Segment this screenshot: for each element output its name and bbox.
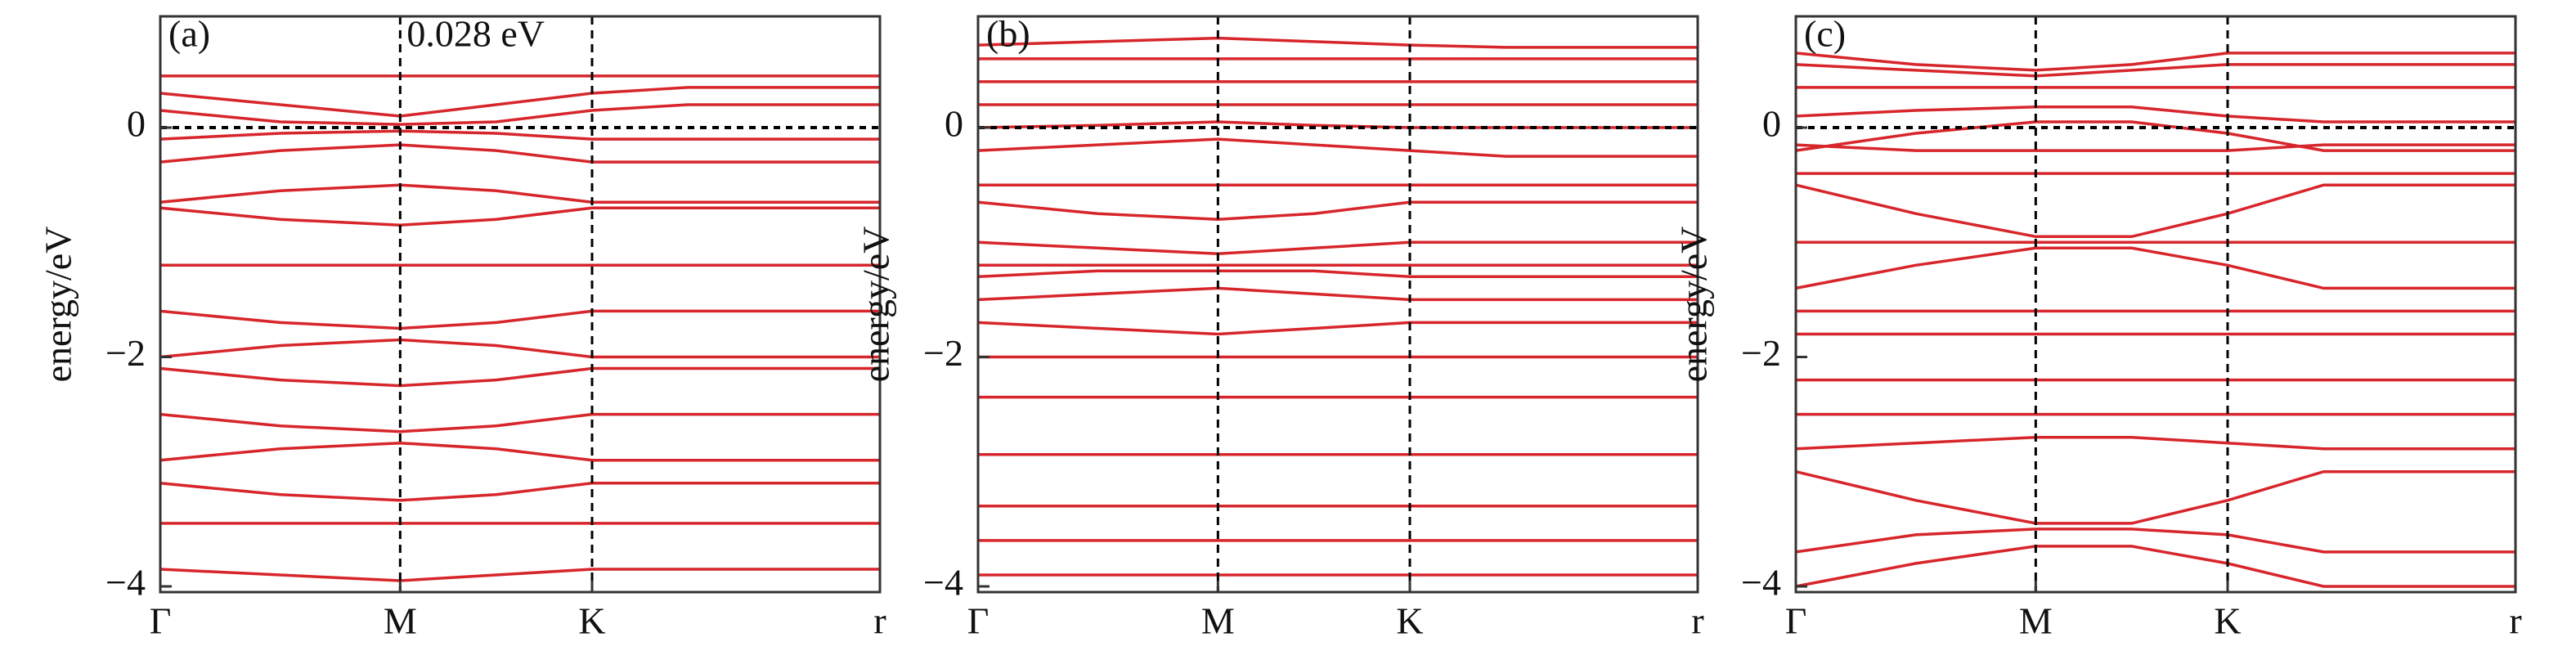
band-line: [1795, 52, 2515, 72]
x-tick-label: M: [1201, 600, 1235, 642]
panel-label: (c): [1804, 13, 1846, 55]
band-line: [1795, 106, 2515, 123]
y-tick-label: −4: [105, 562, 146, 604]
x-tick-label: Γ: [150, 600, 172, 642]
x-tick-label: r: [2509, 600, 2521, 642]
x-tick-label: M: [2019, 600, 2053, 642]
panel-label: (b): [986, 13, 1030, 55]
gap-annotation: 0.028 eV: [406, 13, 545, 55]
plot-frame: [1794, 15, 2517, 594]
band-line: [159, 412, 880, 433]
y-tick-label: −2: [1741, 332, 1781, 374]
band-line: [1795, 469, 2515, 525]
band-line: [159, 129, 880, 141]
band-line: [1795, 143, 2515, 152]
y-tick-label: −2: [105, 332, 146, 374]
x-tick-label: K: [2214, 600, 2241, 642]
band-line: [977, 269, 1698, 279]
band-line: [159, 206, 880, 227]
band-line: [1795, 528, 2515, 554]
band-line: [159, 309, 880, 330]
y-axis-label: energy/eV: [855, 227, 897, 383]
band-line: [1795, 246, 2515, 290]
band-line: [1795, 545, 2515, 588]
band-line: [977, 200, 1698, 221]
band-line: [159, 103, 880, 126]
x-tick-label: K: [578, 600, 605, 642]
x-tick-label: M: [384, 600, 417, 642]
x-tick-label: K: [1396, 600, 1423, 642]
band-line: [1795, 435, 2515, 451]
band-line: [159, 568, 880, 582]
y-tick-label: −4: [923, 562, 963, 604]
band-line: [159, 482, 880, 502]
band-line: [159, 366, 880, 388]
y-tick-label: 0: [1762, 103, 1781, 145]
panel-label: (a): [168, 13, 210, 55]
band-line: [1795, 63, 2515, 78]
band-line: [159, 338, 880, 359]
plot-frame: [976, 15, 1699, 594]
y-tick-label: −2: [923, 332, 963, 374]
y-axis-label: energy/eV: [38, 227, 79, 383]
y-tick-label: −4: [1741, 562, 1781, 604]
band-line: [977, 36, 1698, 49]
band-line: [977, 240, 1698, 256]
band-line: [977, 137, 1698, 158]
band-line: [977, 321, 1698, 336]
x-tick-label: r: [1691, 600, 1703, 642]
band-line: [159, 183, 880, 204]
x-tick-label: r: [873, 600, 886, 642]
band-line: [159, 441, 880, 462]
x-tick-label: Γ: [1785, 600, 1807, 642]
band-line: [1795, 183, 2515, 239]
band-line: [159, 143, 880, 164]
y-tick-label: 0: [945, 103, 963, 145]
band-line: [1795, 120, 2515, 152]
band-line: [977, 286, 1698, 302]
plot-frame: [159, 15, 882, 594]
x-tick-label: Γ: [967, 600, 990, 642]
y-tick-label: 0: [127, 103, 146, 145]
band-line: [159, 86, 880, 118]
y-axis-label: energy/eV: [1673, 227, 1715, 383]
